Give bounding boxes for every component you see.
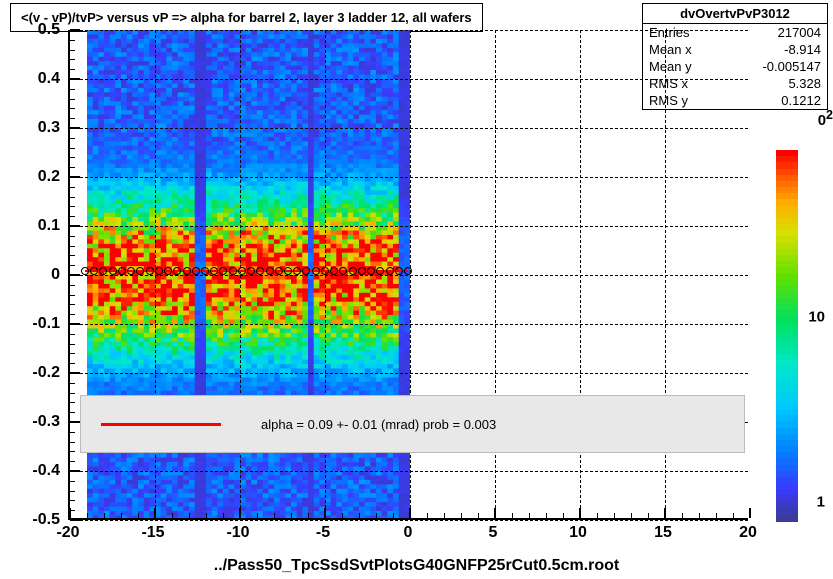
ytick-label: -0.3 xyxy=(5,413,60,431)
gridline-h xyxy=(70,30,748,31)
xtick-label: -20 xyxy=(56,524,79,542)
ytick-label: -0.4 xyxy=(5,462,60,480)
z-axis-exponent: 02 xyxy=(818,108,833,129)
xtick-label: -15 xyxy=(141,524,164,542)
stats-title: dvOvertvPvP3012 xyxy=(643,4,827,24)
gridline-h xyxy=(70,324,748,325)
legend-line xyxy=(101,423,221,426)
xtick-label: -10 xyxy=(226,524,249,542)
ytick-label: -0.2 xyxy=(5,364,60,382)
legend-text: alpha = 0.09 +- 0.01 (mrad) prob = 0.003 xyxy=(261,417,496,432)
ytick-label: -0.5 xyxy=(5,511,60,529)
ytick-label: 0.1 xyxy=(5,217,60,235)
fit-legend: alpha = 0.09 +- 0.01 (mrad) prob = 0.003 xyxy=(80,395,745,453)
colorbar xyxy=(776,150,798,520)
gridline-h xyxy=(70,373,748,374)
ytick-label: -0.1 xyxy=(5,315,60,333)
gridline-h xyxy=(70,275,748,276)
ytick-label: 0 xyxy=(5,266,60,284)
ytick-label: 0.5 xyxy=(5,21,60,39)
gridline-h xyxy=(70,520,748,521)
xtick-label: 5 xyxy=(489,524,498,542)
xtick-label: 15 xyxy=(654,524,672,542)
ytick-label: 0.4 xyxy=(5,70,60,88)
gridline-h xyxy=(70,177,748,178)
x-axis-label: ../Pass50_TpcSsdSvtPlotsG40GNFP25rCut0.5… xyxy=(0,557,833,575)
xtick-label: 0 xyxy=(404,524,413,542)
gridline-h xyxy=(70,79,748,80)
gridline-h xyxy=(70,471,748,472)
ytick-label: 0.2 xyxy=(5,168,60,186)
gridline-h xyxy=(70,128,748,129)
chart-title: <(v - vP)/tvP> versus vP => alpha for ba… xyxy=(10,3,483,32)
colorbar-tick-label: 1 xyxy=(817,493,825,510)
gridline-h xyxy=(70,226,748,227)
xtick-label: 10 xyxy=(569,524,587,542)
ytick-label: 0.3 xyxy=(5,119,60,137)
xtick-label: -5 xyxy=(316,524,330,542)
xtick-label: 20 xyxy=(739,524,757,542)
colorbar-tick-label: 10 xyxy=(808,308,825,325)
